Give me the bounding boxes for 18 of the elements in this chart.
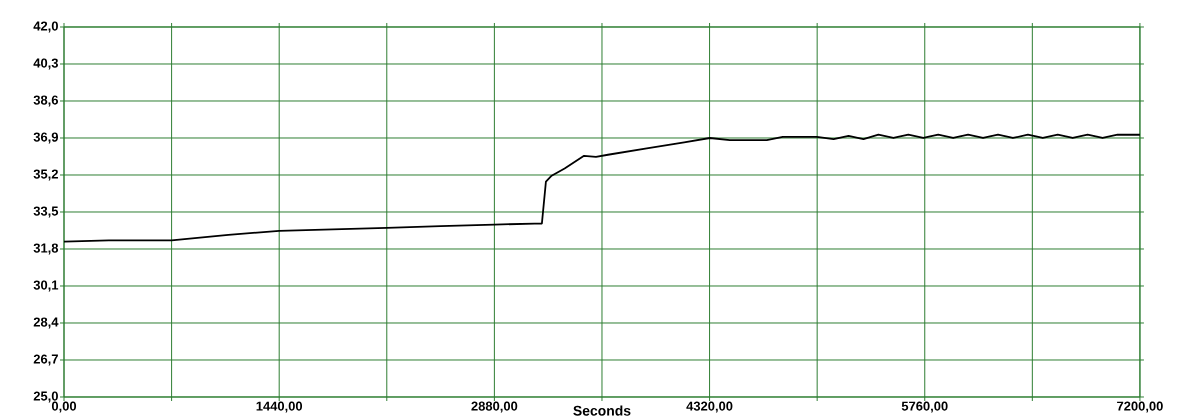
x-tick-label: 7200,00 [1117, 401, 1163, 413]
y-tick-label: 30,1 [33, 280, 59, 292]
y-tick-label: 25,0 [33, 391, 58, 403]
y-tick-label: 28,4 [33, 317, 59, 329]
x-tick-label: 4320,00 [686, 401, 733, 413]
y-tick-label: 31,8 [33, 243, 59, 255]
x-tick-label: 1440,00 [256, 401, 303, 413]
y-tick-label: 26,7 [33, 354, 58, 366]
y-tick-label: 42,0 [33, 21, 58, 33]
y-tick-label: 33,5 [33, 206, 59, 218]
y-tick-label: 38,6 [33, 95, 59, 107]
y-tick-label: 40,3 [33, 58, 59, 70]
x-tick-label: 0,00 [51, 401, 77, 413]
x-axis-title: Seconds [573, 405, 631, 416]
x-tick-label: 5760,00 [901, 401, 948, 413]
y-tick-label: 36,9 [33, 132, 58, 144]
x-tick-label: 2880,00 [471, 401, 518, 413]
y-tick-label: 35,2 [33, 169, 58, 181]
